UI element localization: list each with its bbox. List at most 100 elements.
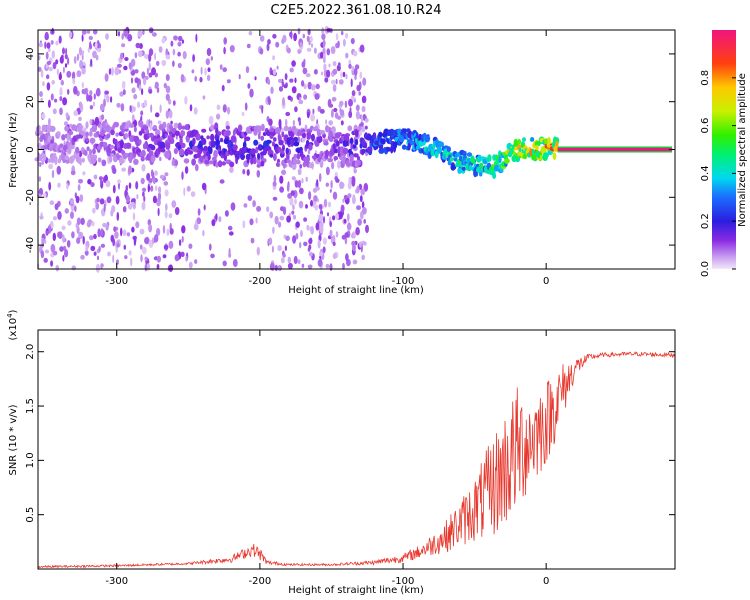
colorbar-tick-label: 0.6 [700,118,711,134]
spectrogram-noise-blob [297,179,302,189]
spectrogram-ridge-blob [319,129,326,135]
spectrogram-x-label: Height of straight line (km) [288,285,424,296]
spectrogram-ridge-blob [221,161,226,166]
spectrogram-noise-blob [278,86,284,92]
spectrogram-noise-blob [177,35,183,42]
spectrogram-noise-blob [45,51,49,60]
spectrogram-noise-blob [315,222,320,231]
spectrogram-noise-blob [41,160,45,165]
spectrogram-noise-blob [121,167,126,172]
spectrogram-noise-blob [276,65,279,70]
spectrogram-noise-blob [254,76,257,81]
spectrogram-noise-blob [134,69,139,74]
spectrogram-noise-blob [313,195,318,202]
spectrogram-noise-blob [75,195,80,204]
spectrogram-ridge-blob [85,137,89,143]
spectrogram-noise-blob [159,156,162,162]
spectrogram-noise-blob [331,79,336,85]
spectrogram-ridge-blob [204,159,210,165]
spectrogram-noise-blob [141,201,146,211]
spectrogram-ridge-blob [290,139,295,147]
spectrogram-noise-blob [278,221,282,228]
spectrogram-noise-blob [298,168,302,176]
spectrogram-noise-blob [157,207,160,217]
spectrogram-noise-blob [52,232,56,242]
spectrogram-noise-blob [285,111,291,117]
spectrogram-ridge-blob [509,148,514,153]
spectrogram-ridge-blob [85,131,89,138]
spectrogram-noise-blob [79,101,83,110]
spectrogram-noise-blob [223,46,226,55]
spectrogram-noise-blob [186,185,191,192]
spectrogram-noise-blob [87,47,90,53]
spectrogram-noise-blob [142,77,147,86]
spectrogram-noise-blob [257,132,261,140]
spectrogram-noise-blob [205,58,210,66]
spectrogram-noise-blob [169,228,174,235]
spectrogram-ridge-blob [183,158,190,164]
spectrogram-ridge-blob [293,141,300,147]
spectrogram-noise-blob [309,251,313,257]
spectrogram-ridge-blob [354,138,359,146]
spectrogram-noise-blob [361,201,365,209]
spectrogram-noise-blob [271,245,274,253]
spectrogram-noise-blob [40,97,43,103]
spectrogram-noise-blob [215,213,218,220]
spectrogram-noise-blob [93,233,97,240]
spectrogram-noise-blob [213,149,218,159]
spectrogram-ridge-blob [332,143,336,150]
spectrogram-noise-blob [163,244,169,250]
spectrogram-noise-blob [228,247,231,257]
spectrogram-noise-blob [121,33,124,40]
spectrogram-noise-blob [268,237,273,246]
spectrogram-noise-blob [363,219,367,224]
spectrogram-noise-blob [40,69,44,78]
spectrogram-noise-blob [135,42,141,49]
spectrogram-noise-blob [113,226,117,233]
spectrogram-noise-blob [76,237,81,245]
spectrogram-noise-blob [140,110,144,116]
spectrogram-noise-blob [364,125,368,130]
spectrogram-ridge-blob [81,131,87,136]
spectrogram-noise-blob [192,54,196,63]
spectrogram-noise-blob [52,250,58,256]
spectrogram-noise-blob [54,203,59,211]
spectrogram-noise-blob [346,222,352,231]
spectrogram-ridge-blob [162,121,167,129]
spectrogram-ridge-blob [265,139,272,144]
spectrogram-noise-blob [267,39,271,45]
spectrogram-noise-blob [48,118,51,126]
spectrogram-noise-blob [148,72,153,78]
spectrogram-noise-blob [293,255,298,265]
spectrogram-noise-blob [181,225,186,234]
spectrogram-ridge-blob [361,148,366,154]
spectrogram-noise-blob [181,171,184,180]
spectrogram-ridge-blob [438,141,444,147]
spectrogram-ridge-blob [349,154,354,162]
spectrogram-noise-blob [154,52,157,61]
spectrogram-ridge-blob [436,146,442,154]
spectrogram-noise-blob [322,39,326,48]
colorbar-ticks: 0.0 0.2 0.4 0.6 0.8 [700,70,736,277]
spectrogram-noise-blob [326,48,331,56]
spectrogram-noise-blob [340,30,344,36]
spectrogram-ridge-blob [121,122,126,129]
spectrogram-noise-blob [111,205,116,213]
spectrogram-noise-blob [208,115,214,125]
spectrogram-ridge-blob [53,155,58,162]
spectrogram-noise-blob [337,160,341,169]
spectrogram-ridge-blob [513,138,518,147]
spectrogram-noise-blob [342,38,346,47]
spectrogram-noise-blob [114,231,119,239]
spectrogram-noise-blob [245,66,250,74]
spectrogram-noise-blob [323,63,327,72]
spectrogram-noise-blob [299,41,303,48]
spectrogram-noise-blob [307,81,312,90]
spectrogram-ridge-blob [110,153,115,157]
spectrogram-noise-blob [285,118,288,128]
spectrogram-ridge-blob [487,154,492,161]
spectrogram-ridge-blob [68,156,74,164]
spectrogram-ridge-blob [271,141,275,147]
spectrogram-noise-blob [221,84,225,92]
spectrogram-ridge-blob [113,121,120,128]
